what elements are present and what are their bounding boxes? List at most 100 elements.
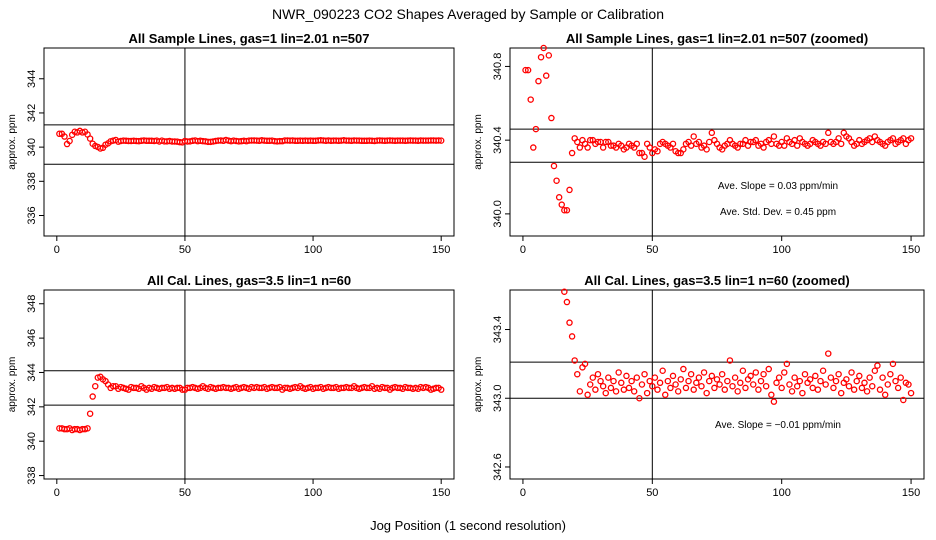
data-point <box>819 367 827 375</box>
panels: All Sample Lines, gas=1 lin=2.01 n=507 0 5… <box>7 31 925 499</box>
data-point <box>674 388 682 395</box>
data-point <box>89 393 96 400</box>
data-point <box>659 367 666 375</box>
chart-panel-2: All Sample Lines, gas=1 lin=2.01 n=507 (… <box>473 31 925 256</box>
data-point <box>664 377 672 385</box>
data-point <box>553 177 560 184</box>
data-point <box>687 370 695 378</box>
data-point <box>599 382 607 390</box>
data-point <box>783 360 791 368</box>
data-point <box>589 374 597 381</box>
data-point <box>568 333 576 340</box>
data-point <box>716 381 723 388</box>
panel-title: All Cal. Lines, gas=3.5 lin=1 n=60 <box>147 273 351 288</box>
y-axis-label: approx. ppm <box>473 114 484 170</box>
data-point <box>711 384 718 392</box>
plot-frame <box>509 47 925 237</box>
data-point <box>669 140 677 148</box>
data-point <box>535 77 542 85</box>
data-point <box>685 377 692 385</box>
data-point <box>827 374 835 381</box>
data-point <box>109 382 117 390</box>
plot-frame <box>43 289 455 480</box>
data-point <box>435 137 442 144</box>
y-tick-label: 344 <box>26 70 38 88</box>
data-point <box>530 144 537 151</box>
x-tick-label: 150 <box>902 244 920 256</box>
data-point <box>737 140 744 148</box>
x-tick-label: 50 <box>179 487 191 499</box>
data-point <box>86 410 94 417</box>
data-point <box>620 386 628 393</box>
y-tick-label: 342.6 <box>492 453 504 481</box>
data-point <box>667 384 674 392</box>
plot-frame <box>43 47 455 237</box>
y-tick-label: 343.4 <box>492 316 504 344</box>
panel-title: All Cal. Lines, gas=3.5 lin=1 n=60 (zoom… <box>584 273 850 288</box>
data-point <box>628 377 635 385</box>
data-point <box>605 374 612 381</box>
data-point <box>757 377 765 385</box>
data-point <box>724 377 731 385</box>
data-point <box>731 374 739 381</box>
data-point <box>817 377 824 385</box>
chart-panel-1: All Sample Lines, gas=1 lin=2.01 n=507 0 5… <box>7 31 455 256</box>
data-point <box>845 382 853 390</box>
y-tick-label: 340 <box>26 138 38 156</box>
data-point <box>796 377 804 385</box>
data-point <box>563 298 571 306</box>
data-point <box>633 140 641 148</box>
data-point <box>563 206 571 214</box>
data-point <box>894 384 902 392</box>
data-point <box>638 381 646 388</box>
data-point <box>871 367 879 375</box>
data-point <box>747 372 754 380</box>
data-point <box>674 149 682 157</box>
data-point <box>809 384 816 392</box>
x-tick-label: 100 <box>304 487 322 499</box>
data-point <box>636 149 643 157</box>
data-point <box>586 381 594 388</box>
data-point <box>755 386 762 393</box>
data-point <box>700 369 708 376</box>
data-point <box>770 398 778 405</box>
data-point <box>672 381 679 388</box>
data-point <box>781 369 788 376</box>
y-tick-label: 340.8 <box>492 53 504 81</box>
data-point <box>610 377 617 385</box>
data-point <box>781 142 788 149</box>
data-point <box>597 377 604 385</box>
data-point <box>607 384 615 392</box>
data-point <box>680 365 687 373</box>
data-point <box>850 386 858 393</box>
data-point <box>760 144 767 151</box>
data-point <box>737 379 744 387</box>
data-point <box>749 381 757 388</box>
data-point <box>835 135 842 142</box>
data-point <box>765 365 773 373</box>
y-tick-label: 340 <box>26 432 38 450</box>
data-point <box>86 135 94 142</box>
data-point <box>837 389 845 397</box>
data-point <box>695 138 703 146</box>
data-point <box>656 379 664 387</box>
y-tick-label: 348 <box>26 295 38 313</box>
data-point <box>742 384 749 392</box>
y-tick-label: 343.0 <box>492 384 504 412</box>
y-axis-label: approx. ppm <box>7 357 18 413</box>
data-point <box>649 382 656 390</box>
data-point <box>770 133 778 140</box>
data-point <box>654 147 661 155</box>
data-point <box>762 382 770 390</box>
data-point <box>698 382 705 390</box>
y-tick-label: 340.0 <box>492 200 504 228</box>
data-point <box>641 153 648 160</box>
data-point <box>56 130 63 138</box>
data-point <box>602 389 609 397</box>
data-point <box>662 391 669 399</box>
y-axis-label: approx. ppm <box>473 357 484 413</box>
data-point <box>793 382 801 390</box>
data-point <box>879 374 886 381</box>
data-point <box>703 146 710 153</box>
data-point <box>61 133 68 140</box>
